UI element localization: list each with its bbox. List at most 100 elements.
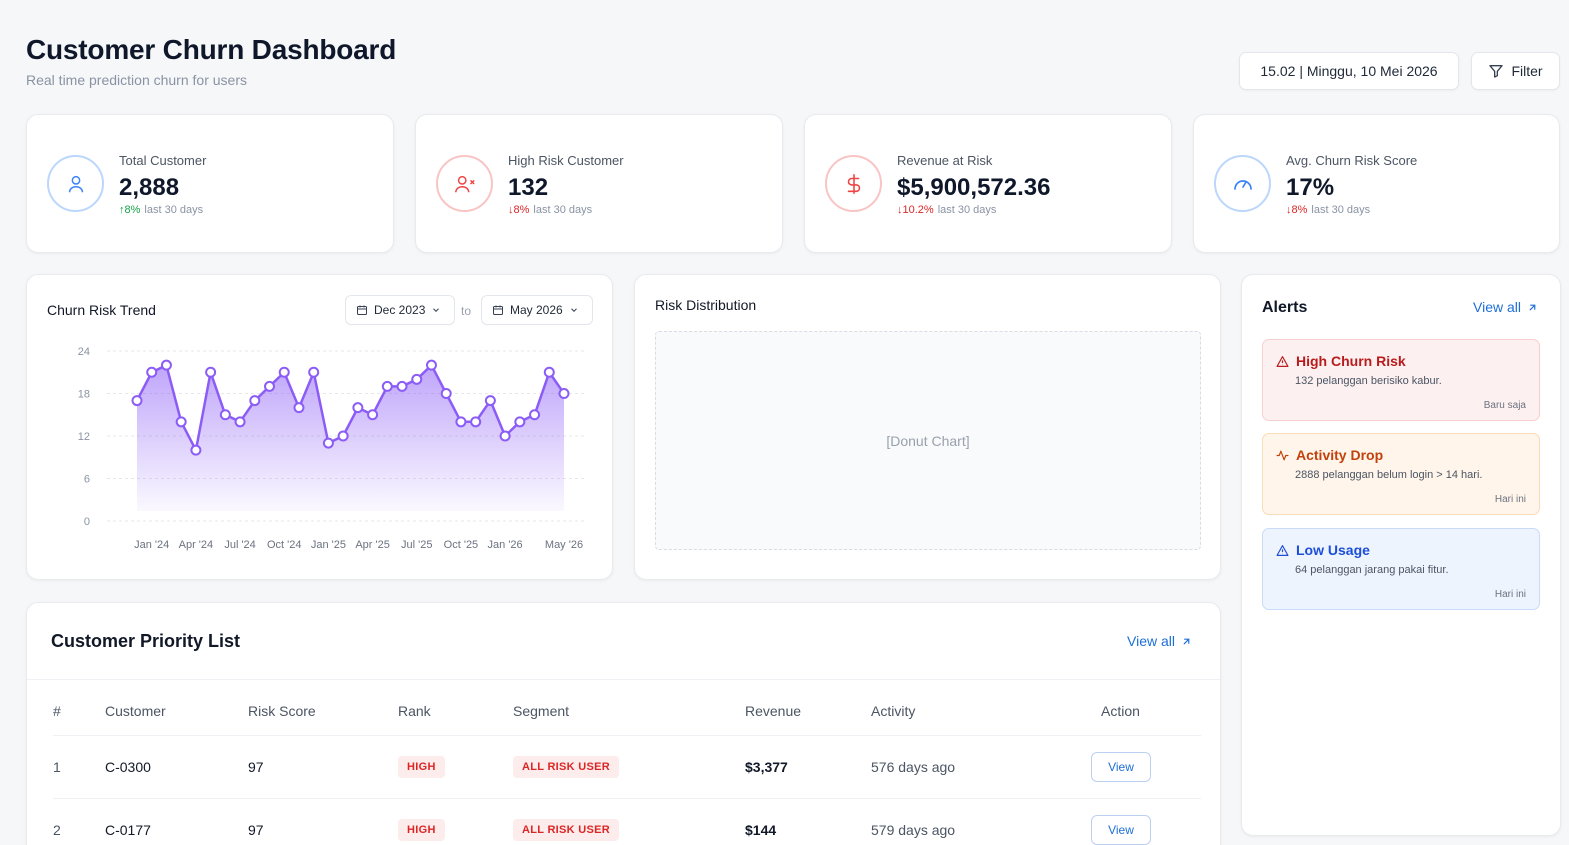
trend-point (293, 402, 305, 414)
risk-score: 97 (248, 798, 398, 845)
activity: 576 days ago (871, 735, 1071, 799)
x-tick-label: Apr '25 (355, 539, 390, 551)
kpi-card-avg-churn-score: Avg. Churn Risk Score 17% ↓8% last 30 day… (1193, 114, 1560, 253)
kpi-delta-value: 8% (1291, 204, 1308, 216)
trend-point (352, 402, 364, 414)
trend-point (529, 409, 541, 421)
trend-point (219, 409, 231, 421)
column-header: Segment (513, 687, 745, 736)
kpi-card-high-risk: High Risk Customer 132 ↓8% last 30 days (415, 114, 783, 253)
priority-view-all-label: View all (1127, 633, 1175, 649)
trend-point (558, 388, 570, 399)
column-header: Activity (871, 687, 1071, 736)
calendar-icon (357, 305, 367, 315)
alert-triangle-icon (1276, 355, 1289, 367)
risk-distribution-card: Risk Distribution [Donut Chart] (634, 274, 1221, 580)
alert-low-usage[interactable]: Low Usage 64 pelanggan jarang pakai fitu… (1262, 528, 1540, 610)
alerts-title: Alerts (1262, 299, 1308, 316)
view-button[interactable]: View (1091, 814, 1151, 845)
trend-point (367, 409, 379, 421)
priority-title: Customer Priority List (51, 631, 241, 651)
datetime-button[interactable]: 15.02 | Minggu, 10 Mei 2026 (1239, 52, 1459, 90)
trend-point (499, 430, 511, 442)
dollar-icon (825, 155, 882, 212)
trend-point (543, 366, 555, 378)
revenue: $144 (745, 798, 871, 845)
risk-score: 97 (248, 735, 398, 799)
priority-list-card: Customer Priority List View all # Custom… (26, 602, 1221, 845)
table-row: 2 C-0177 97 HIGH ALL RISK USER $144 579 … (53, 798, 1201, 845)
arrow-down-icon: ↓ (1286, 204, 1292, 216)
x-tick-label: May '26 (545, 539, 583, 551)
table-header-row: # Customer Risk Score Rank Segment Reven… (53, 687, 1201, 736)
kpi-label: Total Customer (119, 153, 207, 168)
action-cell: View (1071, 735, 1201, 799)
arrow-down-icon: ↓ (508, 204, 514, 216)
arrow-up-right-icon (1529, 304, 1536, 310)
revenue: $3,377 (745, 735, 871, 799)
y-tick-label: 24 (78, 346, 90, 358)
row-number: 1 (53, 735, 105, 799)
kpi-delta: ↓8% last 30 days (508, 204, 592, 216)
arrow-up-icon: ↑ (119, 204, 125, 216)
trend-point (249, 395, 261, 407)
page-subtitle: Real time prediction churn for users (26, 72, 247, 88)
rank-badge: HIGH (398, 755, 445, 778)
to-label: to (461, 304, 472, 318)
calendar-icon (493, 305, 503, 315)
kpi-delta: ↓10.2% last 30 days (897, 204, 996, 216)
distribution-title: Risk Distribution (655, 297, 757, 313)
date-to-picker[interactable]: May 2026 (481, 295, 593, 325)
trend-point (322, 437, 334, 449)
y-tick-label: 6 (84, 474, 90, 486)
y-tick-label: 0 (84, 516, 90, 528)
x-tick-label: Jul '25 (401, 539, 432, 551)
filter-button[interactable]: Filter (1471, 52, 1560, 90)
y-tick-label: 12 (78, 431, 90, 443)
trend-area (137, 365, 564, 511)
trend-point (455, 416, 467, 428)
trend-point (190, 444, 202, 456)
column-header: Rank (398, 687, 513, 736)
action-cell: View (1071, 798, 1201, 845)
donut-chart-placeholder: [Donut Chart] (655, 331, 1201, 550)
chevron-down-icon (433, 308, 440, 312)
activity: 579 days ago (871, 798, 1071, 845)
alert-activity-drop[interactable]: Activity Drop 2888 pelanggan belum login… (1262, 433, 1540, 515)
x-tick-label: Oct '24 (267, 539, 302, 551)
kpi-delta: ↓8% last 30 days (1286, 204, 1370, 216)
kpi-delta-value: 8% (513, 204, 530, 216)
view-button[interactable]: View (1091, 751, 1151, 782)
date-from-picker[interactable]: Dec 2023 (345, 295, 455, 325)
trend-point (131, 395, 143, 407)
table-row: 1 C-0300 97 HIGH ALL RISK USER $3,377 57… (53, 735, 1201, 799)
priority-view-all-link[interactable]: View all (1127, 633, 1192, 649)
x-tick-label: Oct '25 (444, 539, 479, 551)
trend-title: Churn Risk Trend (47, 302, 156, 318)
kpi-label: Revenue at Risk (897, 153, 993, 168)
gauge-icon (1214, 155, 1271, 212)
trend-point (264, 380, 276, 392)
trend-point (146, 366, 158, 378)
column-header: Customer (105, 687, 248, 736)
alert-high-churn-risk[interactable]: High Churn Risk 132 pelanggan berisiko k… (1262, 339, 1540, 421)
alert-triangle-icon (1276, 544, 1289, 556)
kpi-card-total-customer: Total Customer 2,888 ↑8% last 30 days (26, 114, 394, 253)
rank-badge: HIGH (398, 818, 445, 841)
x-tick-label: Jan '25 (311, 539, 346, 551)
trend-point (470, 416, 482, 428)
date-to-label: May 2026 (510, 303, 563, 317)
alerts-view-all-link[interactable]: View all (1473, 299, 1538, 315)
column-header: Risk Score (248, 687, 398, 736)
trend-point (514, 416, 526, 428)
rank-cell: HIGH (398, 735, 513, 799)
kpi-delta-value: 8% (124, 204, 141, 216)
arrow-down-icon: ↓ (897, 204, 903, 216)
kpi-value: 2,888 (119, 174, 180, 201)
kpi-value: $5,900,572.36 (897, 174, 1051, 201)
kpi-period: last 30 days (937, 204, 997, 216)
trend-point (440, 388, 452, 399)
kpi-period: last 30 days (144, 204, 204, 216)
alert-time: Hari ini (1494, 494, 1526, 505)
trend-point (411, 373, 423, 385)
